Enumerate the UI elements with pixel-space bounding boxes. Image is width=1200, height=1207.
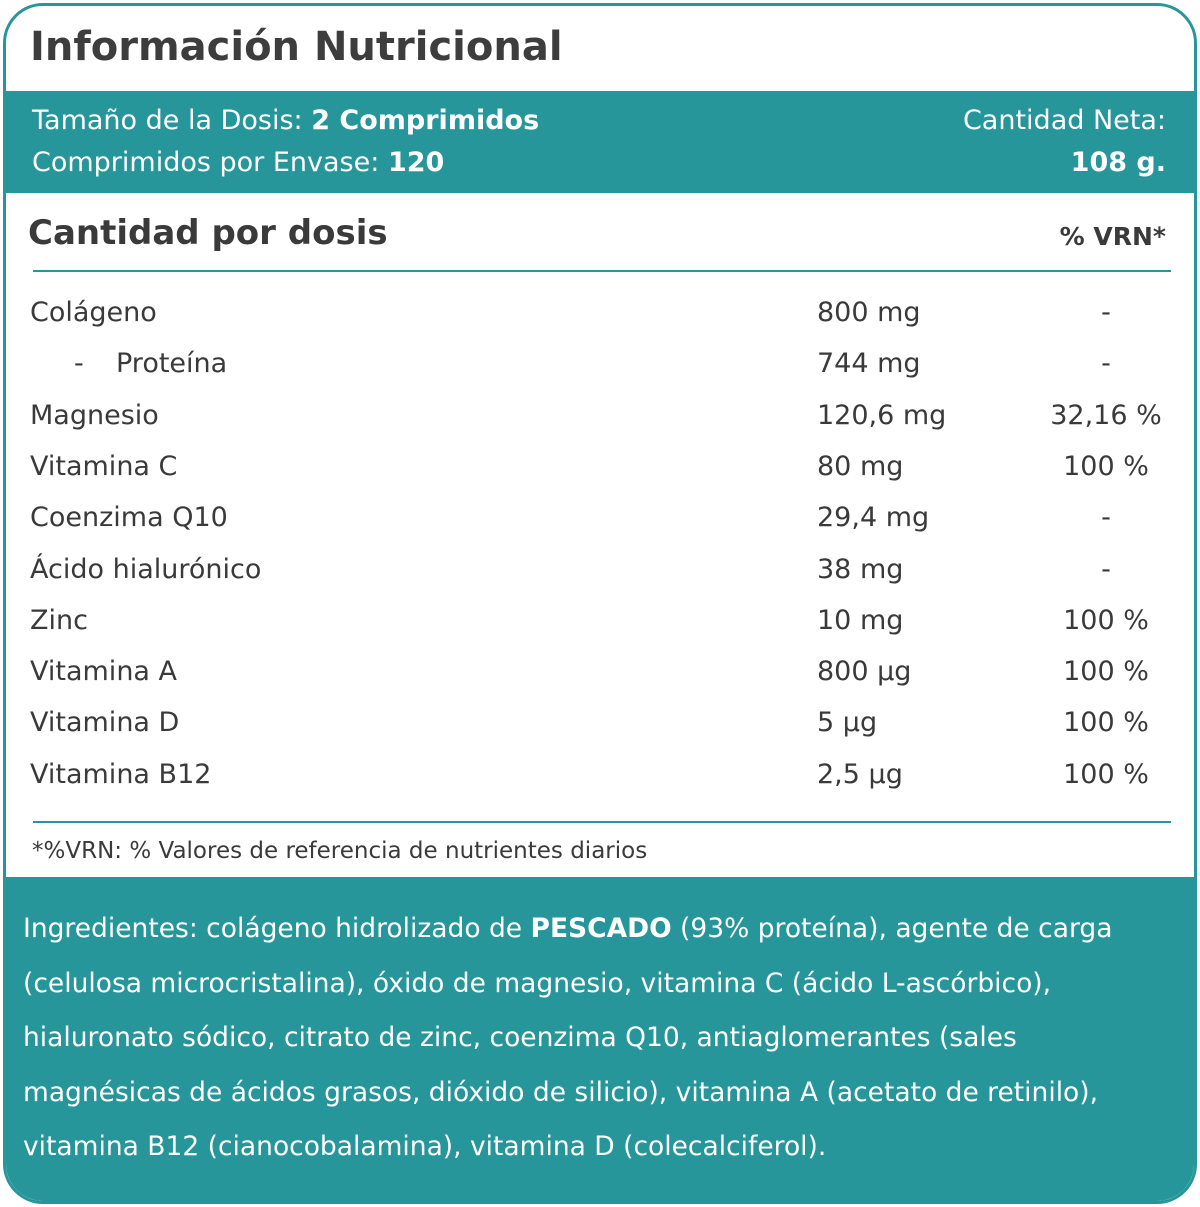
allergen: PESCADO bbox=[530, 913, 672, 944]
row-name: Coenzima Q10 bbox=[30, 502, 228, 534]
row-name: Magnesio bbox=[30, 399, 159, 431]
row-vrn: 100 % bbox=[1063, 450, 1149, 482]
footnote: *%VRN: % Valores de referencia de nutrie… bbox=[32, 838, 648, 864]
ingredients-line: vitamina B12 (cianocobalamina), vitamina… bbox=[23, 1131, 827, 1162]
row-name: Ácido hialurónico bbox=[30, 553, 262, 585]
row-vrn: 100 % bbox=[1063, 758, 1149, 790]
row-amount: 38 mg bbox=[817, 553, 904, 585]
row-amount: 2,5 µg bbox=[817, 758, 903, 790]
divider bbox=[33, 270, 1171, 272]
row-vrn: 100 % bbox=[1063, 707, 1149, 739]
net-label: Cantidad Neta: bbox=[962, 105, 1166, 136]
dose-size: Tamaño de la Dosis: 2 Comprimidos bbox=[32, 105, 539, 136]
table-header: Cantidad por dosis bbox=[28, 213, 388, 253]
title: Información Nutricional bbox=[30, 24, 563, 70]
row-vrn: - bbox=[1101, 502, 1111, 534]
row-vrn: - bbox=[1101, 297, 1111, 328]
value: 120 bbox=[387, 147, 445, 178]
row-name: Vitamina A bbox=[30, 656, 178, 688]
row-amount: 29,4 mg bbox=[817, 502, 930, 534]
text: Ingredientes: colágeno hidrolizado de bbox=[23, 913, 531, 944]
dose-per-pack: Comprimidos por Envase: 120 bbox=[32, 147, 444, 178]
row-name: Vitamina B12 bbox=[30, 758, 212, 790]
vrn-header: % VRN* bbox=[1059, 222, 1166, 251]
row-marker: - bbox=[74, 348, 84, 380]
row-amount: 120,6 mg bbox=[817, 399, 947, 431]
row-name: Vitamina D bbox=[30, 707, 180, 739]
net-value: 108 g. bbox=[1070, 147, 1166, 178]
nutrition-card: Información Nutricional Tamaño de la Dos… bbox=[3, 3, 1197, 1204]
row-name: Colágeno bbox=[30, 297, 157, 328]
row-amount: 10 mg bbox=[817, 604, 904, 636]
ingredients-line: Ingredientes: colágeno hidrolizado de PE… bbox=[23, 913, 1112, 944]
divider bbox=[33, 821, 1171, 823]
row-amount: 5 µg bbox=[817, 707, 878, 739]
row-vrn: - bbox=[1101, 348, 1111, 380]
value: 2 Comprimidos bbox=[311, 105, 540, 136]
ingredients: Ingredientes: colágeno hidrolizado de PE… bbox=[6, 877, 1194, 1201]
row-name: Vitamina C bbox=[30, 450, 178, 482]
ingredients-line: hialuronato sódico, citrato de zinc, coe… bbox=[23, 1022, 1017, 1053]
row-amount: 744 mg bbox=[817, 348, 921, 380]
label: Tamaño de la Dosis: bbox=[32, 105, 303, 136]
row-amount: 800 mg bbox=[817, 297, 921, 328]
text: (93% proteína), agente de carga bbox=[671, 913, 1113, 944]
row-amount: 800 µg bbox=[817, 656, 912, 688]
row-name: Proteína bbox=[116, 348, 228, 380]
row-vrn: 32,16 % bbox=[1050, 399, 1162, 431]
row-name: Zinc bbox=[30, 604, 88, 636]
row-amount: 80 mg bbox=[817, 450, 904, 482]
row-vrn: - bbox=[1101, 553, 1111, 585]
label: Comprimidos por Envase: bbox=[32, 147, 380, 178]
dose-band: Tamaño de la Dosis: 2 Comprimidos Compri… bbox=[6, 91, 1194, 193]
ingredients-line: magnésicas de ácidos grasos, dióxido de … bbox=[23, 1076, 1099, 1108]
ingredients-line: (celulosa microcristalina), óxido de mag… bbox=[23, 967, 1052, 999]
row-vrn: 100 % bbox=[1063, 656, 1149, 688]
row-vrn: 100 % bbox=[1063, 604, 1149, 636]
